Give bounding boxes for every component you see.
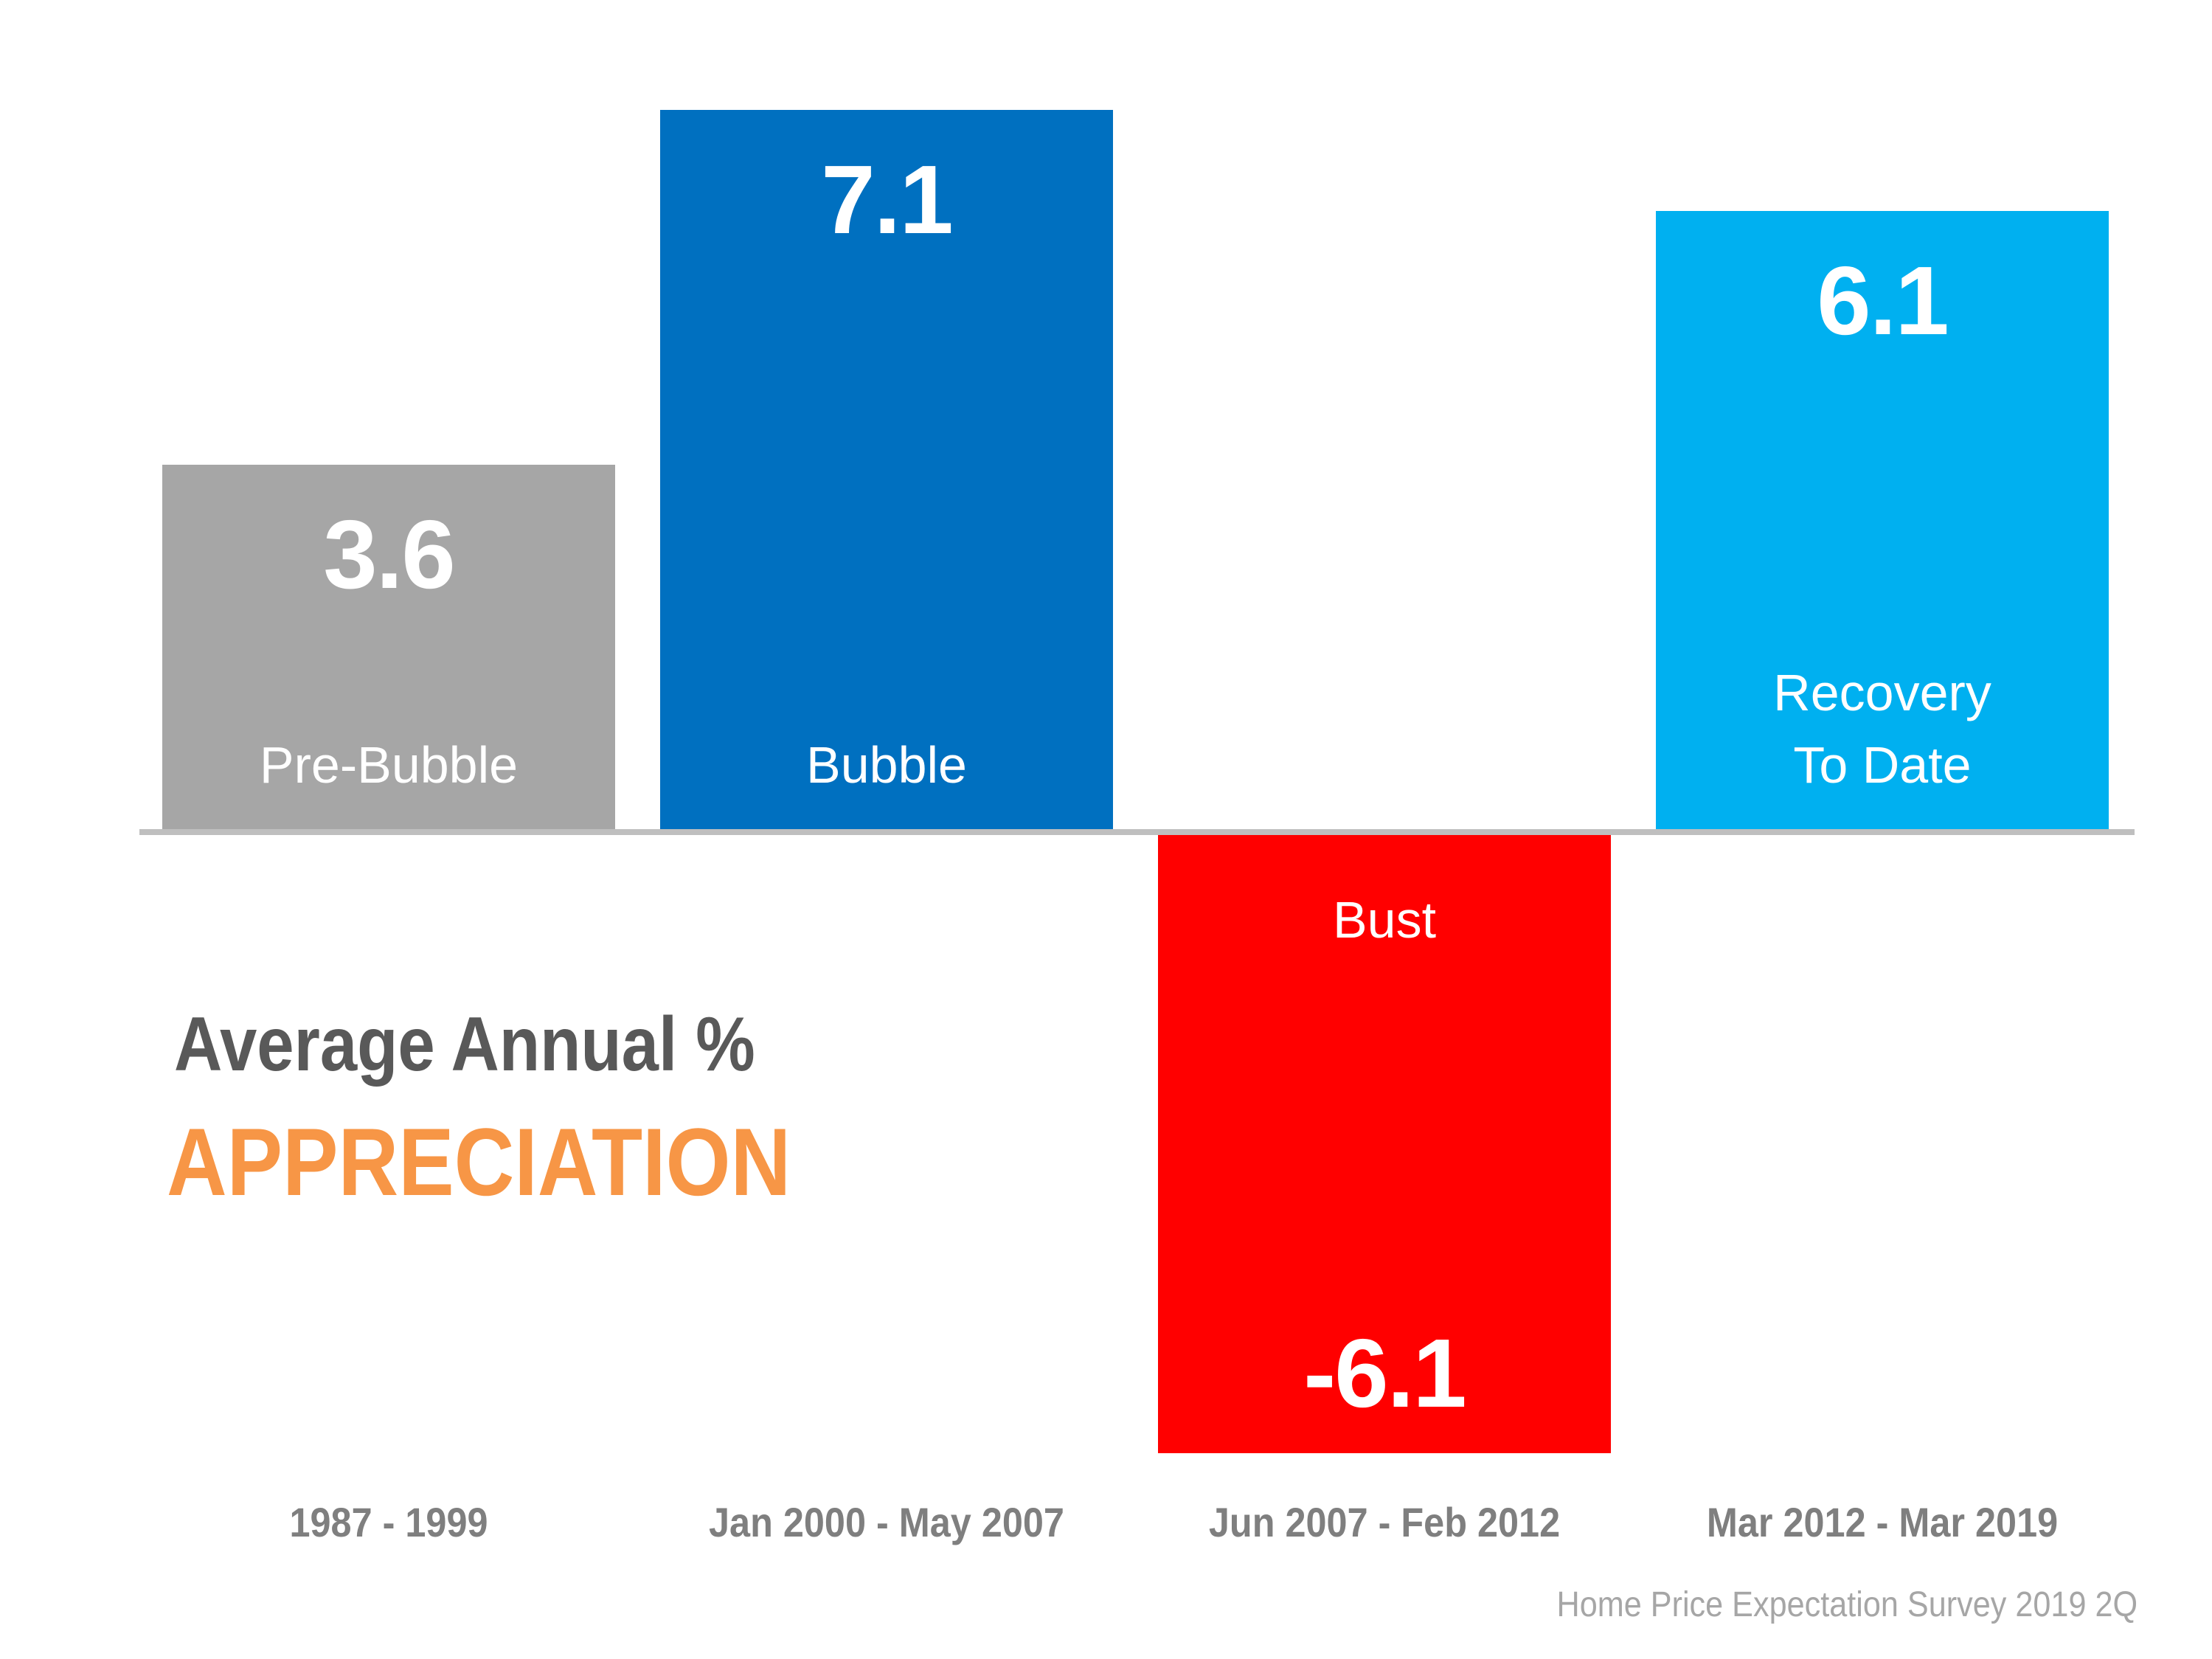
bar-4	[1656, 211, 2109, 829]
chart-title-line1: Average Annual %	[174, 1002, 755, 1087]
bar-2	[660, 110, 1113, 829]
period-label: 1987 - 1999	[289, 1499, 488, 1545]
bar-name-label: Recovery To Date	[1773, 664, 1991, 794]
bar-name-label: Bubble	[806, 736, 967, 794]
bar-name-label: Bust	[1332, 891, 1437, 949]
source-note: Home Price Expectation Survey 2019 2Q	[1556, 1585, 2138, 1624]
bar-1	[162, 464, 615, 829]
value-label: -6.1	[1303, 1318, 1466, 1427]
period-label: Jan 2000 - May 2007	[709, 1499, 1064, 1545]
zero-axis-line	[139, 829, 2135, 835]
period-label: Jun 2007 - Feb 2012	[1208, 1499, 1561, 1545]
value-label: 3.6	[323, 499, 456, 609]
chart-title-line2: APPRECIATION	[167, 1108, 791, 1216]
value-label: 7.1	[821, 145, 954, 254]
value-label: 6.1	[1817, 246, 1949, 356]
bar-name-label: Pre-Bubble	[259, 736, 519, 794]
period-label: Mar 2012 - Mar 2019	[1706, 1499, 2059, 1545]
bar-3	[1158, 835, 1611, 1453]
